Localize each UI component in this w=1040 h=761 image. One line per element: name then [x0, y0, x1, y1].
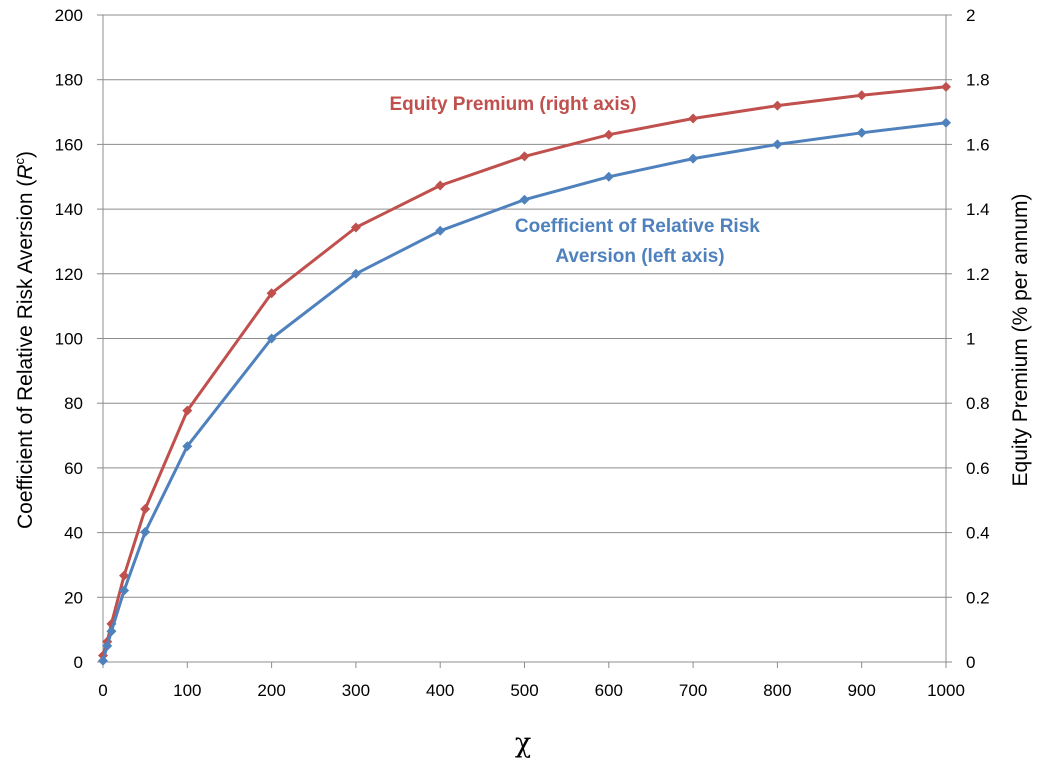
risk-aversion-point — [941, 117, 951, 128]
equity-premium-point — [140, 503, 151, 514]
x-tick-label: 0 — [98, 681, 107, 700]
risk-aversion-series-label: Coefficient of Relative Risk Aversion (l… — [515, 216, 765, 267]
left-y-tick-label: 0 — [74, 653, 83, 672]
risk-aversion-point — [688, 153, 699, 164]
risk-aversion-point — [182, 441, 193, 452]
equity-premium-point — [266, 288, 277, 299]
left-y-axis-title-suffix: ) — [14, 151, 37, 158]
left-y-tick-label: 20 — [64, 588, 83, 607]
equity-premium-point — [182, 405, 193, 416]
x-tick-label: 1000 — [927, 681, 965, 700]
right-y-tick-labels: 0 0.2 0.4 0.6 0.8 1 1.2 1.4 1.6 1.8 2 — [966, 6, 990, 672]
risk-aversion-point — [435, 225, 446, 236]
left-y-tick-label: 120 — [55, 265, 83, 284]
risk-aversion-point — [519, 194, 530, 205]
x-tick-labels: 0 100 200 300 400 500 600 700 800 900 1000 — [98, 681, 965, 700]
right-y-tick-label: 1.2 — [966, 265, 990, 284]
x-tick-label: 300 — [342, 681, 370, 700]
risk-aversion-point — [772, 139, 783, 150]
risk-aversion-point — [119, 585, 130, 596]
right-y-axis-title: Equity Premium (% per annum) — [1009, 194, 1032, 487]
risk-aversion-point — [266, 333, 277, 344]
equity-premium-point — [856, 90, 867, 101]
x-axis-title: χ — [515, 728, 531, 759]
x-tick-label: 200 — [257, 681, 285, 700]
right-y-tick-label: 2 — [966, 6, 975, 25]
right-y-tick-label: 0.2 — [966, 588, 990, 607]
risk-aversion-point — [350, 268, 361, 279]
equity-premium-point — [772, 100, 783, 111]
equity-premium-point — [435, 180, 446, 191]
risk-aversion-point — [856, 127, 867, 138]
x-tick-label: 600 — [595, 681, 623, 700]
left-y-tick-label: 140 — [55, 200, 83, 219]
right-y-tick-label: 1 — [966, 330, 975, 349]
axes — [97, 14, 952, 668]
equity-premium-label-line-1: Equity Premium (right axis) — [389, 94, 636, 115]
equity-premium-point — [941, 81, 951, 92]
left-y-tick-label: 80 — [64, 394, 83, 413]
right-y-tick-label: 1.8 — [966, 71, 990, 90]
equity-premium-point — [603, 129, 614, 140]
x-tick-label: 800 — [763, 681, 791, 700]
risk-aversion-label-line-2: Aversion (left axis) — [555, 246, 724, 267]
series-layer — [98, 81, 951, 666]
risk-aversion-point — [98, 655, 108, 666]
series-line-equity-premium — [101, 85, 947, 656]
right-y-tick-label: 1.4 — [966, 200, 990, 219]
x-tick-label: 700 — [679, 681, 707, 700]
risk-aversion-point — [603, 171, 614, 182]
left-y-tick-label: 160 — [55, 135, 83, 154]
left-y-axis-title-superscript: c — [12, 157, 27, 164]
x-tick-label: 100 — [173, 681, 201, 700]
equity-premium-point — [688, 113, 699, 124]
x-tick-label: 500 — [510, 681, 538, 700]
left-y-axis-title-italic: R — [14, 164, 37, 179]
left-y-tick-label: 200 — [55, 6, 83, 25]
equity-premium-series-label: Equity Premium (right axis) — [389, 94, 636, 115]
left-y-tick-label: 180 — [55, 71, 83, 90]
x-tick-label: 900 — [848, 681, 876, 700]
left-y-axis-title-prefix: Coefficient of Relative Risk Aversion ( — [14, 180, 37, 529]
equity-premium-point — [519, 151, 530, 162]
equity-premium-point — [119, 570, 130, 581]
risk-aversion-label-line-1: Coefficient of Relative Risk — [515, 216, 760, 237]
left-y-axis-title: Coefficient of Relative Risk Aversion (R… — [12, 151, 37, 529]
left-y-tick-labels: 0 20 40 60 80 100 120 140 160 180 200 — [55, 6, 83, 672]
right-y-tick-label: 0 — [966, 653, 975, 672]
right-y-tick-label: 0.4 — [966, 524, 990, 543]
equity-premium-point — [350, 222, 361, 233]
right-y-tick-label: 1.6 — [966, 135, 990, 154]
left-y-tick-label: 60 — [64, 459, 83, 478]
left-y-tick-label: 40 — [64, 524, 83, 543]
right-y-tick-label: 0.6 — [966, 459, 990, 478]
right-y-tick-label: 0.8 — [966, 394, 990, 413]
risk-aversion-point — [106, 626, 117, 637]
x-tick-label: 400 — [426, 681, 454, 700]
gridlines — [103, 14, 946, 663]
risk-aversion-point — [102, 640, 113, 651]
left-y-tick-label: 100 — [55, 330, 83, 349]
risk-aversion-point — [140, 526, 151, 537]
